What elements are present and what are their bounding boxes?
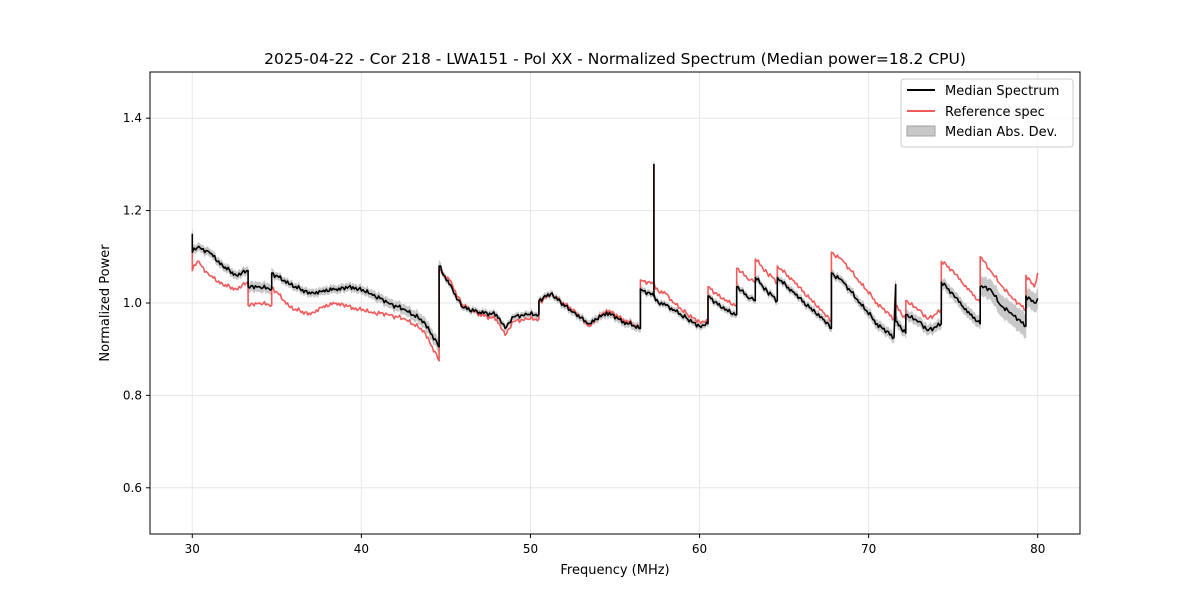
y-axis-label: Normalized Power [98,244,113,362]
y-tick-label: 0.8 [123,388,142,402]
legend-median-label: Median Spectrum [945,84,1059,99]
legend-reference-label: Reference spec [945,105,1045,120]
legend-mad-label: Median Abs. Dev. [945,125,1057,140]
mad-band [191,161,1039,354]
x-tick-label: 50 [523,542,538,556]
y-tick-label: 0.6 [123,481,142,495]
x-tick-label: 70 [861,542,876,556]
y-tick-label: 1.2 [123,204,142,218]
legend: Median Spectrum Reference spec Median Ab… [900,78,1074,148]
legend-mad-swatch [906,125,936,137]
x-tick-label: 60 [692,542,707,556]
y-tick-label: 1.4 [123,111,142,125]
axis-ticks: 30 40 50 60 70 80 0.6 0.8 1.0 1.2 1.4 [123,111,1045,556]
y-tick-label: 1.0 [123,296,142,310]
mad-band-layer [191,161,1039,354]
median-spectrum-line [191,163,1039,348]
x-tick-label: 30 [185,542,200,556]
legend-box [900,78,1074,148]
chart-title: 2025-04-22 - Cor 218 - LWA151 - Pol XX -… [264,50,966,68]
x-axis-label: Frequency (MHz) [560,563,669,578]
series-layer [191,163,1039,362]
x-tick-label: 80 [1030,542,1045,556]
x-tick-label: 40 [354,542,369,556]
